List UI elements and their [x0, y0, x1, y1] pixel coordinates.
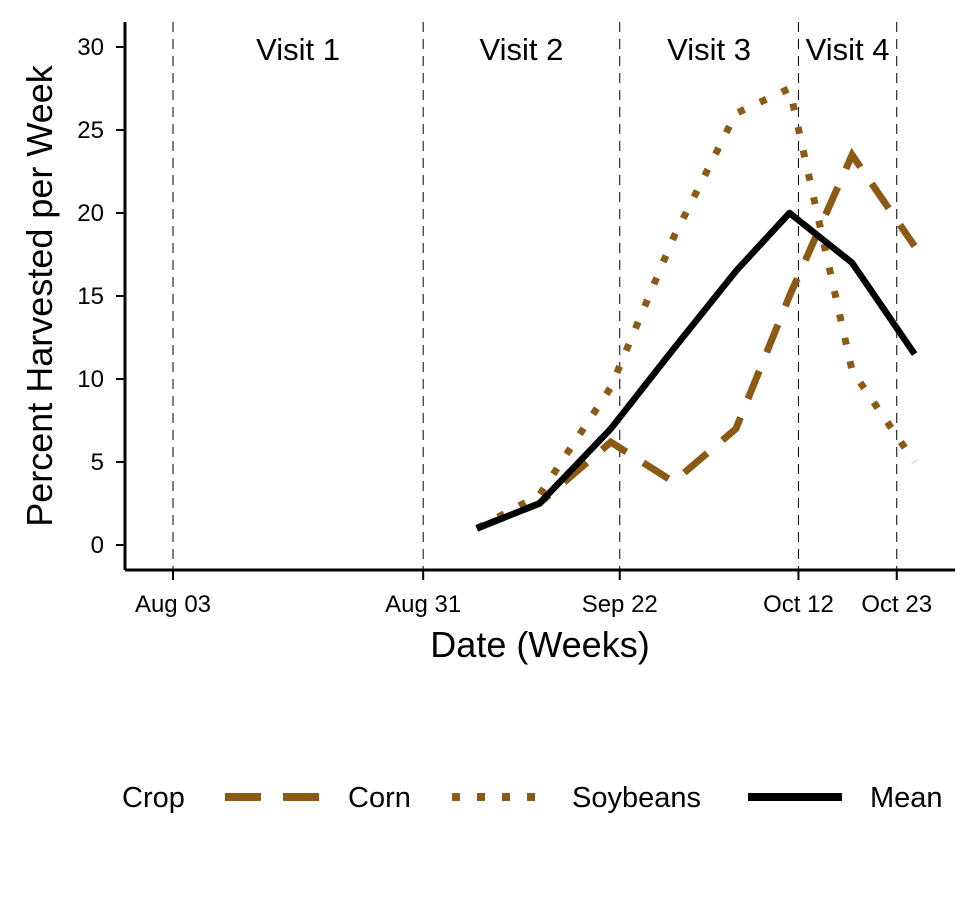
axes	[123, 22, 955, 572]
y-axis-ticks: 0 5 10 15 20 25 30	[77, 34, 125, 559]
x-axis-title: Date (Weeks)	[430, 624, 649, 665]
visit-label: Visit 4	[806, 32, 890, 67]
visit-label: Visit 1	[256, 32, 340, 67]
y-tick-label: 30	[77, 34, 104, 61]
legend-title: Crop	[122, 782, 185, 814]
x-tick-label: Oct 23	[861, 591, 932, 618]
visit-divider-lines	[172, 22, 898, 570]
x-tick-label: Aug 31	[385, 591, 461, 618]
series-line-corn	[475, 147, 918, 532]
y-tick-label: 0	[91, 532, 104, 559]
legend: Crop Corn Soybeans Mean	[122, 782, 943, 814]
visit-label: Visit 2	[480, 32, 564, 67]
legend-label-mean: Mean	[870, 782, 943, 814]
visit-label: Visit 3	[667, 32, 751, 67]
x-axis-ticks: Aug 03 Aug 31 Sep 22 Oct 12 Oct 23	[135, 570, 932, 618]
legend-label-corn: Corn	[348, 782, 411, 814]
y-axis-title: Percent Harvested per Week	[19, 64, 60, 527]
y-tick-label: 15	[77, 283, 104, 310]
series-lines	[475, 83, 918, 532]
series-line-mean	[475, 209, 918, 532]
y-tick-label: 25	[77, 117, 104, 144]
legend-label-soybeans: Soybeans	[572, 782, 701, 814]
visit-labels: Visit 1 Visit 2 Visit 3 Visit 4	[256, 32, 889, 67]
x-tick-label: Sep 22	[582, 591, 658, 618]
x-tick-label: Aug 03	[135, 591, 211, 618]
y-tick-label: 20	[77, 200, 104, 227]
y-tick-label: 5	[91, 449, 104, 476]
x-tick-label: Oct 12	[763, 591, 834, 618]
y-tick-label: 10	[77, 366, 104, 393]
